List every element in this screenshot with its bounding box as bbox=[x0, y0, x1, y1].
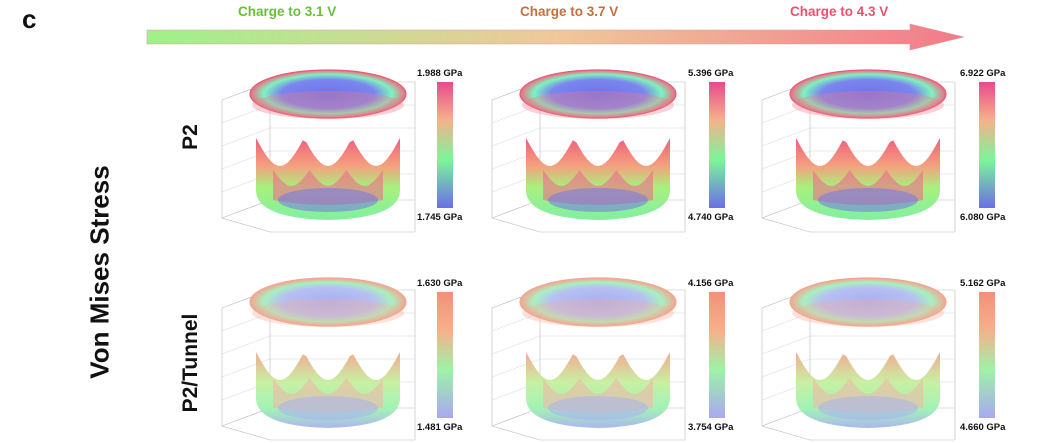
colorbar-min-label: 1.745 GPa bbox=[417, 212, 463, 223]
colorbar-p2-4.3v bbox=[979, 82, 995, 208]
panel-letter: c bbox=[22, 4, 37, 34]
colorbar-min-label: 3.754 GPa bbox=[688, 422, 734, 433]
colorbar-p2-3.1v bbox=[437, 82, 453, 208]
colorbar-min-label: 6.080 GPa bbox=[960, 212, 1006, 223]
colorbar-p2-tunnel-4.3v bbox=[979, 292, 995, 418]
colorbar-min-label: 1.481 GPa bbox=[417, 422, 463, 433]
colorbar-p2-tunnel-3.1v bbox=[437, 292, 453, 418]
stress-plot-p2-4.3v bbox=[750, 60, 1010, 235]
colorbar-max-label: 5.396 GPa bbox=[688, 68, 734, 79]
row-label-p2: P2 bbox=[179, 124, 202, 150]
stage-label-3.7v: Charge to 3.7 V bbox=[520, 4, 619, 19]
stress-plot-p2-3.1v bbox=[210, 60, 470, 235]
charge-arrow bbox=[146, 23, 965, 51]
colorbar-max-label: 5.162 GPa bbox=[960, 278, 1006, 289]
stage-label-3.1v: Charge to 3.1 V bbox=[238, 4, 337, 19]
colorbar-min-label: 4.740 GPa bbox=[688, 212, 734, 223]
colorbar-min-label: 4.660 GPa bbox=[960, 422, 1006, 433]
colorbar-max-label: 1.988 GPa bbox=[417, 68, 463, 79]
colorbar-max-label: 6.922 GPa bbox=[960, 68, 1006, 79]
colorbar-p2-tunnel-3.7v bbox=[709, 292, 725, 418]
colorbar-max-label: 1.630 GPa bbox=[417, 278, 463, 289]
colorbar-p2-3.7v bbox=[709, 82, 725, 208]
colorbar-max-label: 4.156 GPa bbox=[688, 278, 734, 289]
stress-plot-p2-3.7v bbox=[480, 60, 740, 235]
stress-plot-p2-tunnel-3.7v bbox=[480, 268, 740, 443]
stress-plot-p2-tunnel-3.1v bbox=[210, 268, 470, 443]
stage-label-4.3v: Charge to 4.3 V bbox=[790, 4, 889, 19]
row-label-p2-tunnel: P2/Tunnel bbox=[179, 313, 202, 413]
y-axis-label: Von Mises Stress bbox=[84, 165, 115, 379]
stress-plot-p2-tunnel-4.3v bbox=[750, 268, 1010, 443]
